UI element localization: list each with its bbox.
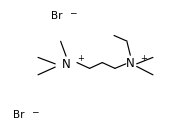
Text: Br: Br <box>51 11 62 21</box>
Text: +: + <box>77 54 84 63</box>
Text: N: N <box>62 58 70 71</box>
Text: −: − <box>31 107 38 116</box>
Text: −: − <box>69 8 76 17</box>
Text: +: + <box>140 54 147 63</box>
Text: Br: Br <box>13 110 24 120</box>
Text: N: N <box>126 57 135 70</box>
